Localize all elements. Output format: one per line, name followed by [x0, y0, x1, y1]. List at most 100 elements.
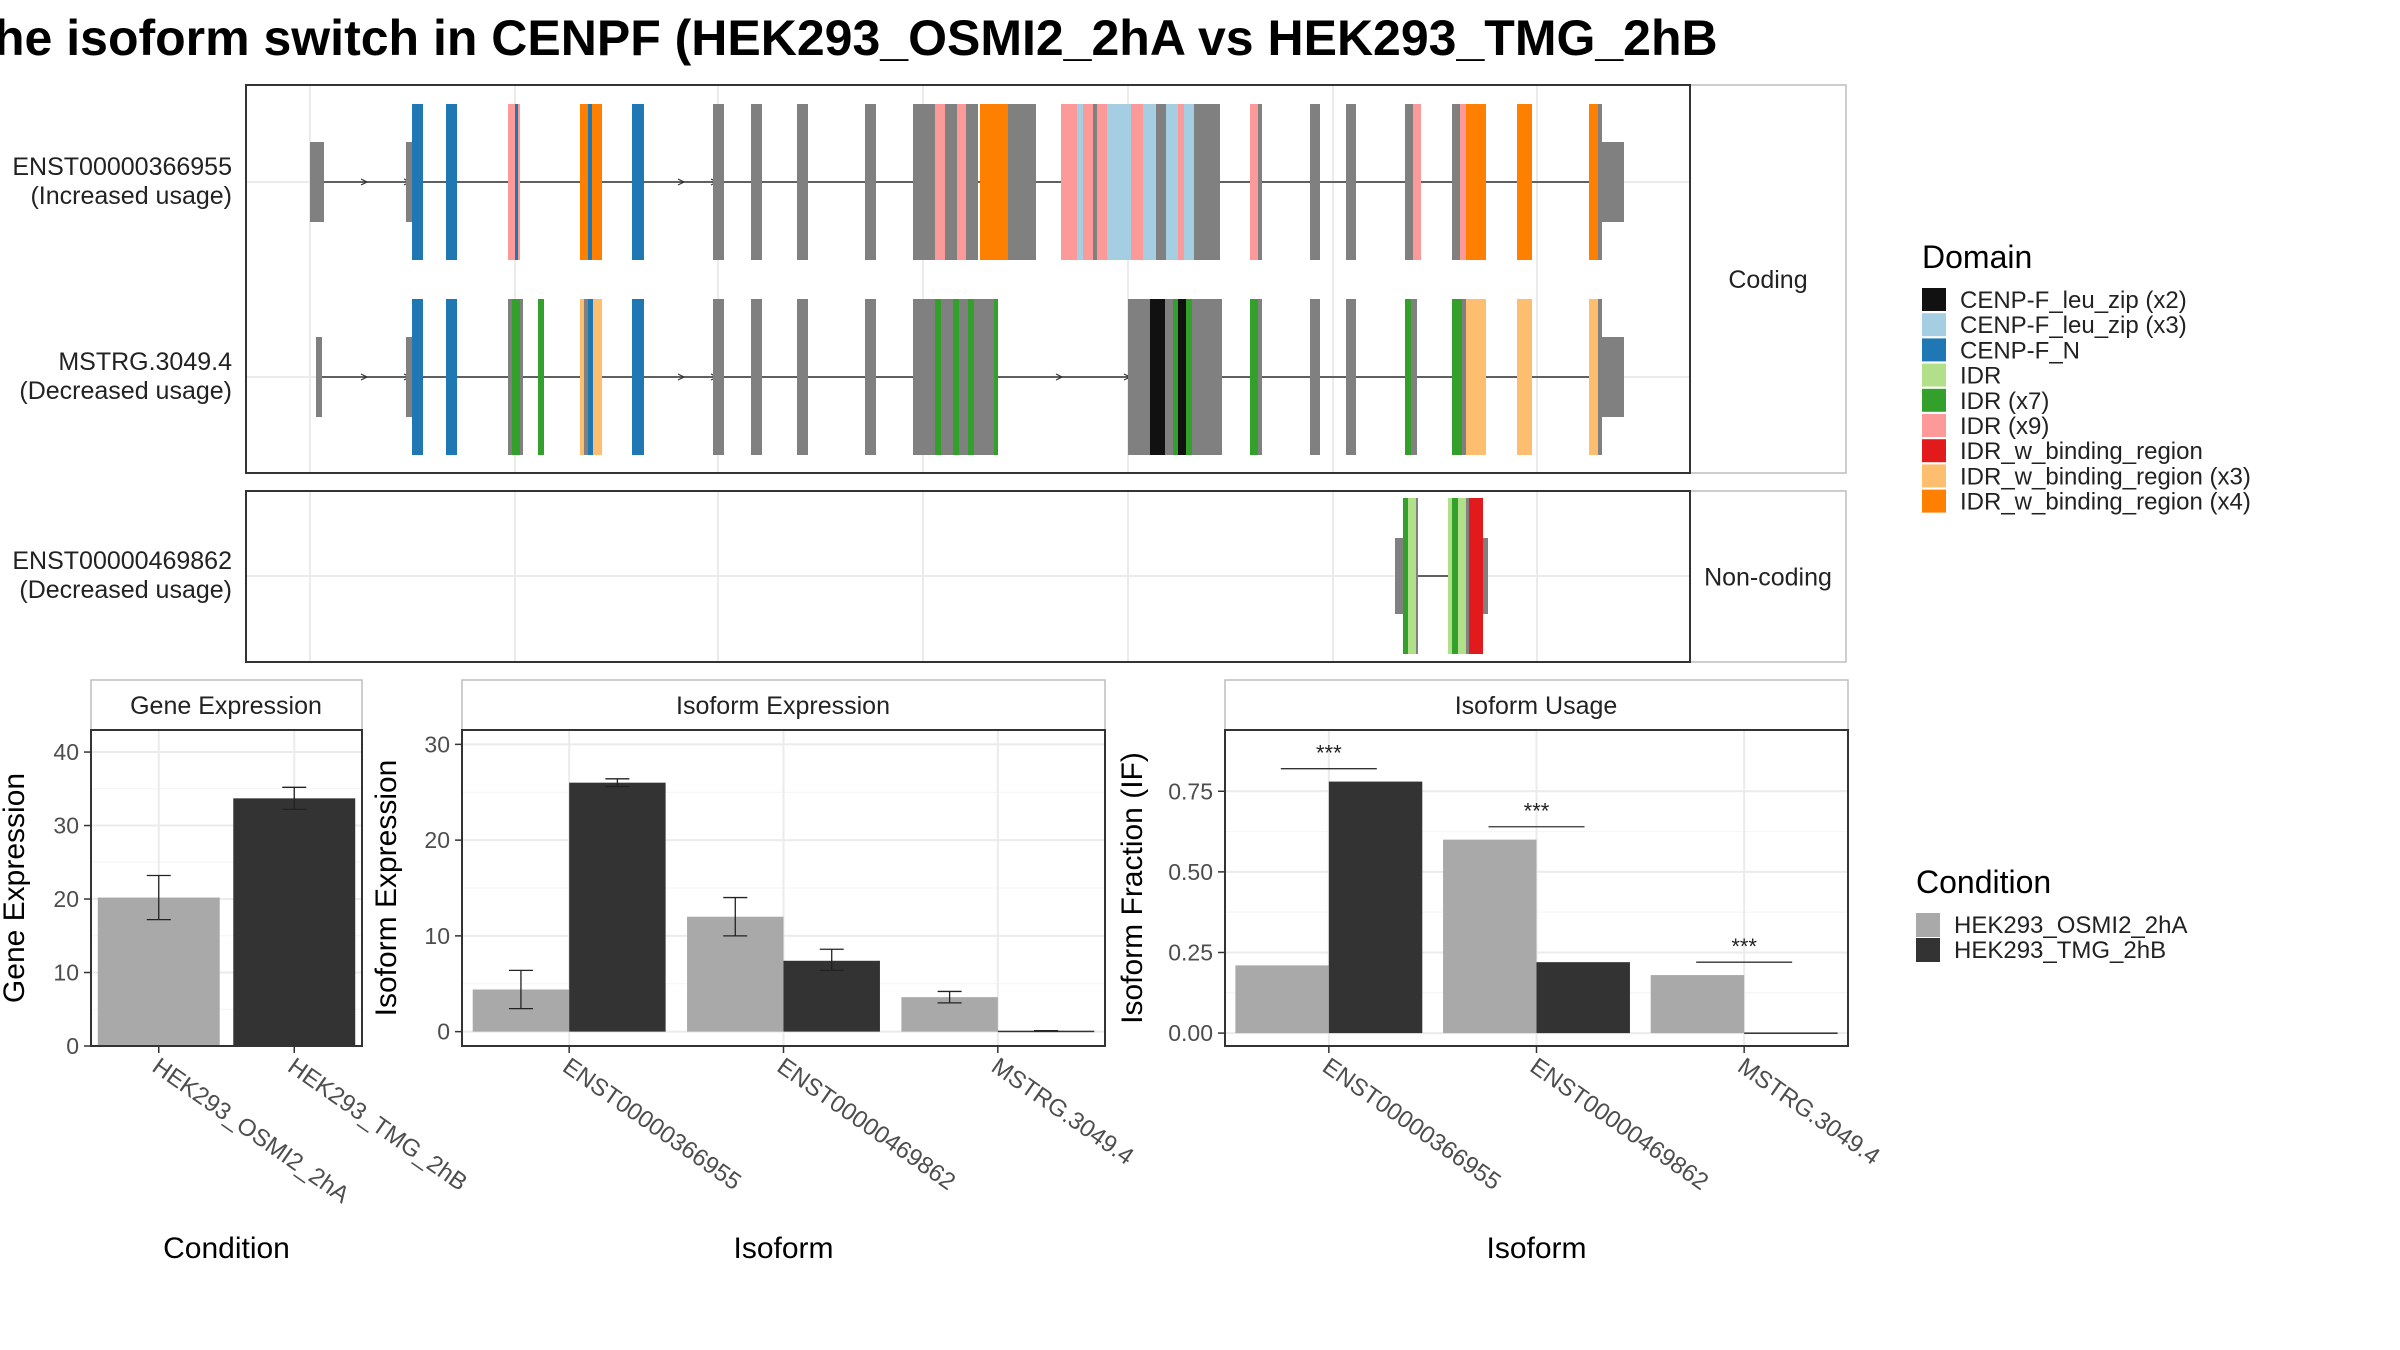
exon: [1178, 104, 1184, 260]
y-tick-label: 10: [424, 923, 450, 949]
utr-block: [1482, 538, 1488, 614]
bar: [1536, 962, 1630, 1034]
exon: [1462, 299, 1468, 455]
utr-block: [1598, 142, 1624, 222]
exon: [412, 299, 423, 455]
intron-arrow: [677, 178, 686, 186]
exon: [1466, 299, 1486, 455]
intron-arrow: [1055, 373, 1064, 381]
x-tick-label: ENST00000469862: [772, 1053, 960, 1196]
facet-strip: [1689, 84, 1847, 474]
exon: [1411, 299, 1417, 455]
isoform-usage-label: (Increased usage): [30, 182, 232, 210]
domain-legend-label: IDR_w_binding_region: [1960, 438, 2203, 465]
domain-legend-swatch: [1922, 439, 1946, 463]
exon: [1077, 104, 1083, 260]
exon: [632, 299, 644, 455]
y-tick-label: 10: [53, 960, 79, 986]
isoform-label: ENST00000366955: [12, 153, 232, 181]
y-tick-label: 30: [53, 813, 79, 839]
x-tick-label: ENST00000366955: [1317, 1053, 1505, 1196]
exon: [1517, 299, 1532, 455]
exon: [713, 299, 724, 455]
exon: [797, 299, 808, 455]
domain-legend-label: IDR: [1960, 363, 2001, 390]
exon: [751, 299, 762, 455]
y-tick-label: 20: [53, 886, 79, 912]
utr-block: [1395, 538, 1403, 614]
y-axis-title: Isoform Fraction (IF): [1116, 752, 1149, 1024]
exon: [1598, 299, 1602, 455]
isoform-usage-label: (Decreased usage): [19, 576, 232, 604]
domain-legend-swatch: [1922, 414, 1946, 437]
intron-arrow: [360, 178, 369, 186]
domain-legend-swatch: [1922, 464, 1946, 488]
structure-panel-border: [245, 84, 1691, 474]
x-axis-title: Isoform: [733, 1232, 833, 1265]
chart-title: Isoform Expression: [676, 692, 890, 720]
exon: [1346, 104, 1356, 260]
exon: [1466, 104, 1476, 260]
exon: [1194, 104, 1220, 260]
exon: [994, 299, 998, 455]
exon: [1466, 498, 1469, 654]
exon: [580, 299, 584, 455]
condition-legend-label: HEK293_TMG_2hB: [1954, 937, 2166, 964]
domain-legend-label: CENP-F_leu_zip (x2): [1960, 287, 2187, 314]
bar: [1328, 781, 1423, 1034]
domain-legend-swatch: [1922, 338, 1946, 362]
exon: [412, 104, 423, 260]
y-tick-label: 40: [53, 739, 79, 765]
exon: [520, 299, 523, 455]
exon: [508, 299, 512, 455]
bar: [233, 798, 356, 1046]
utr-block: [310, 142, 324, 222]
exon: [1258, 104, 1262, 260]
exon: [1250, 299, 1258, 455]
domain-legend-swatch: [1922, 288, 1946, 311]
exon: [953, 299, 959, 455]
exon: [1156, 104, 1166, 260]
exon: [713, 104, 724, 260]
exon: [593, 299, 602, 455]
chart-strip: [90, 679, 363, 731]
significance-label: ***: [1316, 741, 1342, 766]
exon: [1184, 104, 1194, 260]
exon: [508, 104, 516, 260]
exon: [1128, 299, 1150, 455]
y-tick-label: 0.25: [1168, 939, 1213, 965]
exon: [913, 104, 935, 260]
y-tick-label: 0.50: [1168, 859, 1213, 885]
condition-legend-title: Condition: [1916, 864, 2051, 900]
intron-arrow: [677, 373, 686, 381]
bar: [1744, 1032, 1838, 1034]
exon: [1150, 299, 1165, 455]
exon: [1598, 104, 1602, 260]
facet-strip-label: Non-coding: [1704, 564, 1832, 592]
exon: [1452, 299, 1462, 455]
exon: [1192, 299, 1222, 455]
exon: [974, 299, 994, 455]
exon: [1589, 104, 1598, 260]
y-tick-label: 0: [66, 1033, 79, 1059]
domain-legend-swatch: [1922, 363, 1946, 387]
domain-legend-label: CENP-F_leu_zip (x3): [1960, 312, 2187, 339]
exon: [1416, 498, 1418, 654]
exon: [1166, 104, 1178, 260]
exon: [588, 299, 593, 455]
x-tick-label: MSTRG.3049.4: [986, 1053, 1138, 1171]
exon: [632, 104, 644, 260]
bar: [569, 782, 666, 1032]
exon: [538, 299, 544, 455]
exon: [512, 299, 520, 455]
exon: [588, 104, 592, 260]
utr-block: [1598, 337, 1624, 417]
x-axis-title: Isoform: [1486, 1232, 1586, 1265]
domain-legend-label: IDR (x9): [1960, 413, 2049, 440]
exon: [1061, 104, 1077, 260]
exon: [1131, 104, 1143, 260]
domain-legend-label: IDR_w_binding_region (x3): [1960, 463, 2251, 490]
exon: [913, 299, 935, 455]
exon: [1589, 299, 1598, 455]
